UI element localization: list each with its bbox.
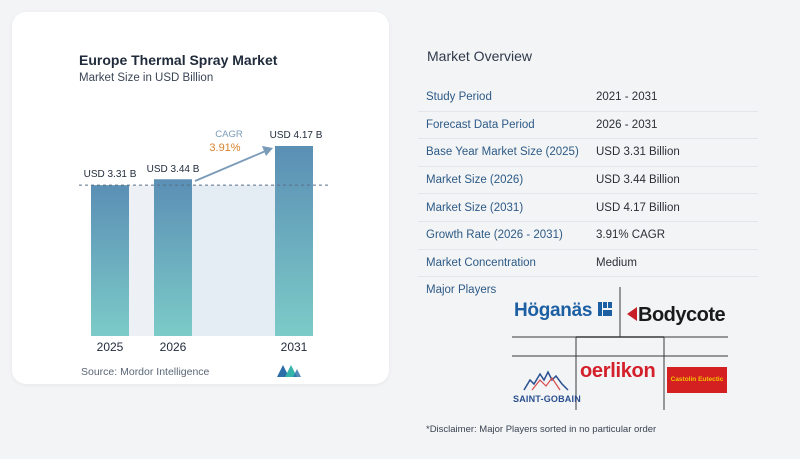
overview-row-label: Market Size (2026) — [426, 174, 524, 187]
overview-row: Study Period 2021 - 2031 — [418, 84, 758, 112]
overview-row-label: Market Concentration — [426, 256, 536, 269]
cagr-arrow — [194, 149, 269, 182]
logo-oerlikon: oerlikon — [580, 360, 656, 382]
chart-subtitle: Market Size in USD Billion — [79, 72, 214, 84]
overview-row: Market Concentration Medium — [418, 250, 758, 278]
hoganas-mark-icon — [598, 302, 613, 316]
mordor-logo-icon — [277, 365, 301, 377]
overview-row-value: 3.91% CAGR — [596, 229, 666, 242]
overview-row: Market Size (2026) USD 3.44 Billion — [418, 167, 758, 195]
overview-row: Forecast Data Period 2026 - 2031 — [418, 112, 758, 140]
logo-bodycote: Bodycote — [626, 304, 726, 327]
logo-saint-gobain: SAINT-GOBAIN — [513, 394, 581, 404]
forecast-band — [192, 185, 275, 336]
bar — [275, 146, 313, 336]
data-label: USD 4.17 B — [270, 130, 323, 141]
cagr-label: CAGR — [215, 129, 243, 140]
category-label: 2031 — [281, 340, 308, 354]
chart-title: Europe Thermal Spray Market — [79, 52, 278, 68]
bodycote-mark-icon — [627, 307, 637, 321]
overview-row-value: 2021 - 2031 — [596, 91, 658, 104]
overview-row-label: Growth Rate (2026 - 2031) — [426, 229, 563, 242]
overview-row-value: Medium — [596, 256, 637, 269]
bar — [154, 179, 192, 336]
overview-row: Base Year Market Size (2025) USD 3.31 Bil… — [418, 139, 758, 167]
major-players-label: Major Players — [426, 284, 497, 296]
overview-title: Market Overview — [427, 48, 533, 64]
overview-row-value: USD 3.31 Billion — [596, 146, 680, 159]
cagr-arrowhead-icon — [262, 146, 273, 156]
overview-row-label: Market Size (2031) — [426, 201, 524, 214]
overview-row-value: USD 4.17 Billion — [596, 201, 680, 214]
category-label: 2025 — [97, 340, 124, 354]
saint-gobain-mark-icon — [523, 370, 569, 391]
logo-hoganas: Höganäs — [514, 300, 613, 322]
bar-chart: USD 3.31 B USD 3.44 B USD 4.17 B 2025 2026 20… — [79, 129, 330, 354]
overview-row-value: 2026 - 2031 — [596, 118, 658, 131]
data-label: USD 3.44 B — [147, 164, 200, 175]
cagr-value: 3.91% — [209, 142, 240, 154]
logo-castolin-eutectic: Castolin Eutectic — [667, 367, 727, 393]
data-label: USD 3.31 B — [84, 169, 137, 180]
overview-table: Study Period 2021 - 2031 Forecast Data Per… — [418, 84, 758, 278]
bar — [91, 185, 129, 336]
overview-row: Market Size (2031) USD 4.17 Billion — [418, 194, 758, 222]
overview-row-value: USD 3.44 Billion — [596, 174, 680, 187]
overview-row-label: Study Period — [426, 91, 492, 104]
category-label: 2026 — [160, 340, 187, 354]
overview-row: Growth Rate (2026 - 2031) 3.91% CAGR — [418, 222, 758, 250]
overview-row-label: Base Year Market Size (2025) — [426, 146, 579, 159]
disclaimer-text: *Disclaimer: Major Players sorted in no … — [426, 424, 657, 435]
gap-band — [129, 185, 154, 336]
source-text: Source: Mordor Intelligence — [81, 366, 210, 378]
overview-row-label: Forecast Data Period — [426, 118, 535, 131]
